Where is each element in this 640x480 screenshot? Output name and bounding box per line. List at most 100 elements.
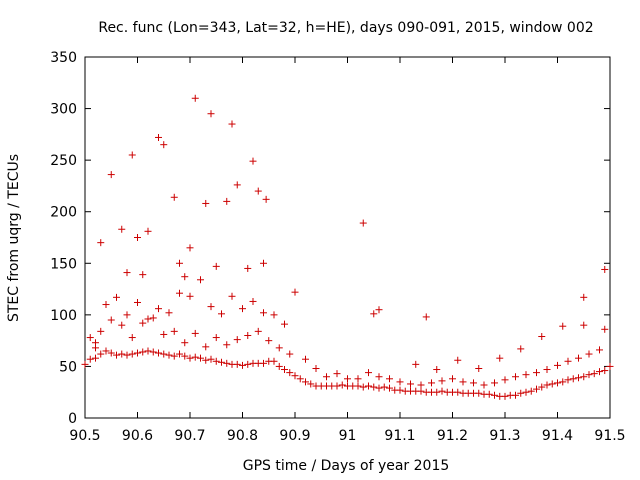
data-point bbox=[134, 298, 141, 306]
data-point bbox=[233, 336, 241, 344]
data-point bbox=[491, 379, 498, 387]
data-point bbox=[191, 329, 199, 337]
data-point bbox=[569, 375, 577, 383]
data-point bbox=[438, 377, 446, 385]
data-point bbox=[249, 157, 257, 165]
data-point bbox=[596, 346, 603, 354]
data-point bbox=[580, 321, 588, 329]
data-point bbox=[512, 391, 519, 399]
data-point bbox=[197, 276, 204, 284]
data-point bbox=[134, 349, 141, 357]
data-point bbox=[228, 120, 236, 128]
data-point bbox=[585, 371, 593, 379]
data-point bbox=[307, 380, 315, 388]
x-tick-label: 91.3 bbox=[489, 428, 520, 444]
data-point bbox=[107, 171, 115, 179]
x-tick-label: 90.5 bbox=[69, 428, 100, 444]
data-point bbox=[286, 369, 294, 377]
x-tick-label: 91.1 bbox=[384, 428, 415, 444]
y-axis-label: STEC from uqrg / TECUs bbox=[6, 154, 22, 322]
y-axis-ticks: 0 50 100 150 200 250 300 350 bbox=[50, 50, 610, 427]
data-point bbox=[113, 293, 120, 301]
data-point bbox=[590, 370, 598, 378]
data-point bbox=[375, 373, 383, 381]
data-point bbox=[564, 376, 572, 384]
y-tick-label: 150 bbox=[50, 256, 77, 272]
data-point bbox=[281, 366, 288, 374]
data-point bbox=[123, 269, 131, 277]
data-point bbox=[223, 359, 231, 367]
data-point bbox=[302, 355, 309, 363]
x-tick-label: 90.7 bbox=[174, 428, 205, 444]
data-point bbox=[239, 361, 246, 369]
data-point bbox=[149, 314, 157, 322]
data-point bbox=[291, 372, 299, 380]
data-point bbox=[207, 355, 215, 363]
data-point bbox=[601, 325, 609, 333]
data-point bbox=[527, 387, 535, 395]
data-point bbox=[554, 379, 561, 387]
data-point bbox=[375, 306, 383, 314]
data-point bbox=[155, 133, 162, 141]
data-point bbox=[286, 350, 294, 358]
data-point bbox=[118, 321, 126, 329]
data-point bbox=[533, 369, 540, 377]
data-point bbox=[244, 360, 252, 368]
data-point bbox=[212, 262, 220, 270]
data-point bbox=[202, 343, 210, 351]
data-point bbox=[128, 151, 136, 159]
data-point bbox=[370, 383, 378, 391]
data-point bbox=[149, 348, 157, 356]
data-point bbox=[354, 375, 362, 383]
data-point bbox=[333, 382, 341, 390]
data-point bbox=[139, 271, 147, 279]
data-point bbox=[165, 351, 173, 359]
data-point bbox=[522, 388, 530, 396]
data-point bbox=[118, 225, 126, 233]
y-tick-label: 200 bbox=[50, 205, 77, 221]
data-point bbox=[144, 227, 152, 235]
data-point bbox=[202, 356, 210, 364]
y-tick-label: 100 bbox=[50, 308, 77, 324]
data-point bbox=[302, 378, 309, 386]
data-point bbox=[433, 366, 441, 374]
data-point bbox=[501, 376, 509, 384]
data-point bbox=[186, 354, 194, 362]
data-point bbox=[144, 315, 152, 323]
data-point bbox=[281, 320, 288, 328]
data-point bbox=[233, 181, 241, 189]
data-point bbox=[262, 195, 270, 203]
data-point bbox=[512, 373, 519, 381]
data-point bbox=[380, 383, 388, 391]
data-point bbox=[181, 352, 189, 360]
data-point bbox=[449, 375, 456, 383]
y-tick-label: 350 bbox=[50, 50, 77, 66]
data-point bbox=[113, 351, 120, 359]
data-point bbox=[107, 316, 115, 324]
data-point bbox=[359, 383, 367, 391]
data-point bbox=[186, 244, 194, 252]
data-point bbox=[475, 389, 483, 397]
data-point bbox=[454, 356, 462, 364]
data-point bbox=[386, 375, 393, 383]
data-point bbox=[81, 360, 89, 368]
data-point bbox=[144, 347, 152, 355]
data-point bbox=[559, 378, 567, 386]
data-point bbox=[580, 373, 588, 381]
data-point bbox=[207, 303, 215, 311]
data-point bbox=[548, 380, 556, 388]
y-tick-label: 250 bbox=[50, 153, 77, 169]
data-point bbox=[186, 292, 194, 300]
data-point bbox=[86, 355, 94, 363]
data-point bbox=[585, 350, 593, 358]
data-point bbox=[275, 362, 283, 370]
data-point bbox=[170, 193, 178, 201]
x-tick-label: 91 bbox=[339, 428, 357, 444]
data-point bbox=[107, 349, 115, 357]
data-point bbox=[223, 341, 231, 349]
data-point bbox=[417, 387, 425, 395]
data-point bbox=[176, 350, 183, 358]
data-point bbox=[480, 381, 488, 389]
data-point bbox=[134, 234, 141, 241]
